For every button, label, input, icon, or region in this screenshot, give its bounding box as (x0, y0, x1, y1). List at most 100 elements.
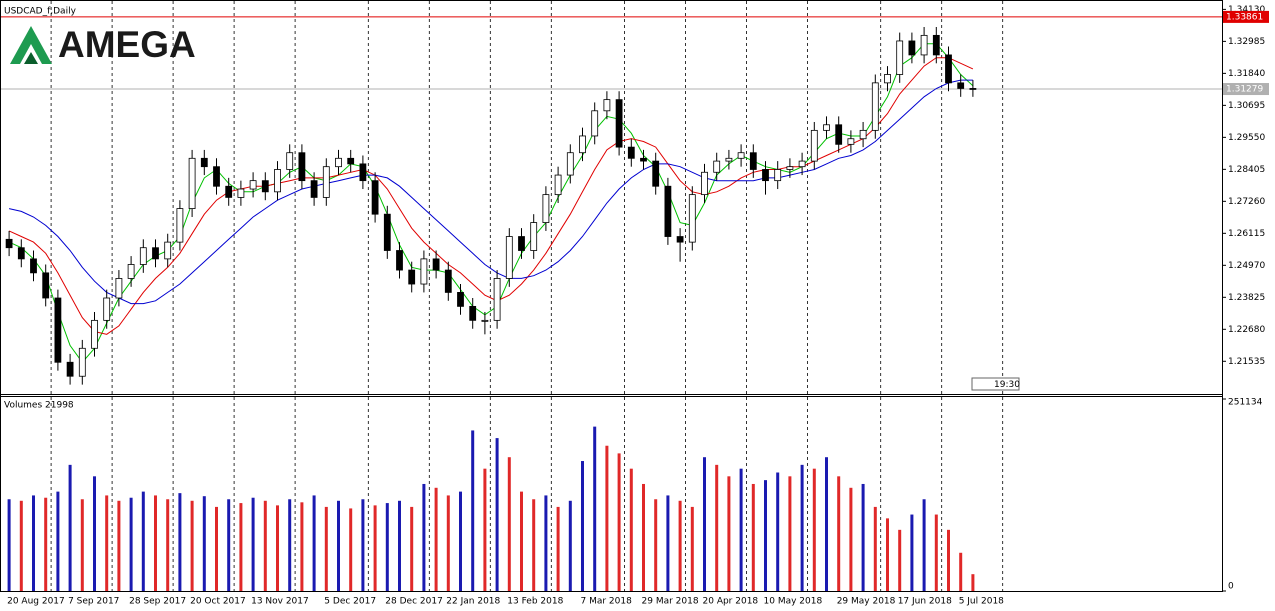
candle-body (688, 194, 696, 243)
candle-body (908, 40, 916, 56)
volume-bar (385, 503, 389, 591)
x-tick-label: 10 May 2018 (764, 597, 823, 607)
price-label: 1.33861 (1226, 12, 1263, 22)
volume-bar (324, 506, 328, 591)
candle-body (200, 157, 208, 168)
candle-body (554, 174, 562, 196)
volume-bar (581, 461, 584, 591)
volume-bar (446, 495, 450, 591)
candle-body (188, 157, 196, 209)
volume-bar (410, 506, 414, 591)
volume-bar (898, 529, 902, 591)
volume-bar (800, 464, 804, 591)
candle-body (42, 272, 50, 299)
candle-body (310, 180, 318, 198)
price-label-box (1223, 10, 1269, 23)
volume-bar (849, 487, 853, 591)
volume-bar (764, 480, 767, 591)
candle-body (408, 269, 416, 285)
candle-body (164, 241, 172, 260)
candle-body (762, 169, 769, 182)
candle-body (627, 146, 635, 159)
volume-bar (495, 438, 499, 591)
volume-bar (593, 426, 597, 591)
candle-body (261, 180, 269, 193)
volume-bar (886, 518, 889, 591)
volume-bar (459, 491, 462, 591)
price-label: 1.31279 (1226, 85, 1263, 95)
candle-body (139, 247, 147, 265)
volume-bar (178, 493, 182, 591)
volume-bar (947, 529, 950, 591)
candle-body (896, 40, 904, 75)
x-tick-label: 28 Sep 2017 (129, 597, 186, 607)
logo-icon (10, 26, 52, 64)
candle-body (335, 157, 342, 168)
candle-body (213, 166, 220, 187)
candle-body (518, 236, 525, 251)
y-tick-label: 1.30695 (1228, 101, 1265, 111)
volume-bar (812, 468, 816, 591)
x-tick-label: 29 Mar 2018 (642, 597, 699, 607)
volume-bar (629, 468, 633, 591)
y-tick-label: 1.27260 (1228, 197, 1265, 207)
x-tick-label: 5 Jul 2018 (959, 597, 1004, 607)
candle-body (493, 278, 501, 321)
volume-bar (398, 500, 401, 591)
volume-title: Volumes 21998 (4, 401, 74, 411)
y-tick-label: 1.31840 (1228, 69, 1265, 79)
candle-body (737, 152, 745, 159)
candle-body (286, 152, 294, 170)
volume-bar (471, 430, 475, 591)
candle-body (115, 278, 123, 299)
volume-bar (666, 495, 670, 591)
candle-body (823, 124, 830, 131)
candle-body (774, 169, 782, 182)
volume-bar (117, 500, 121, 591)
x-tick-label: 20 Oct 2017 (190, 597, 246, 607)
volume-bar (751, 483, 755, 591)
volume-bar (873, 506, 877, 591)
volume-bar (837, 476, 841, 591)
volume-bar (337, 500, 340, 591)
candle-body (469, 305, 477, 321)
candle-body (91, 319, 98, 349)
volume-bar (971, 574, 975, 591)
logo: AMEGA (10, 24, 196, 65)
volume-bar (263, 500, 267, 591)
y-tick-label: 1.24970 (1228, 261, 1265, 271)
candle-body (420, 258, 428, 285)
moving-average (8, 79, 973, 305)
volume-bar (93, 476, 96, 591)
candle-body (945, 54, 952, 84)
candle-body (66, 361, 74, 377)
volume-bar (227, 499, 231, 591)
x-tick-label: 17 Jun 2018 (898, 597, 952, 607)
candle-body (810, 129, 818, 162)
volume-bar (251, 497, 255, 591)
volume-bar (922, 499, 926, 591)
y-tick-label: 1.21535 (1228, 357, 1265, 367)
y-tick-label: 1.28405 (1228, 165, 1265, 175)
volume-bar (544, 495, 548, 591)
logo-text: AMEGA (58, 24, 196, 65)
candle-body (640, 157, 647, 162)
candle-body (347, 157, 355, 165)
candle-body (5, 238, 13, 249)
volume-bar (373, 505, 377, 591)
candle-body (871, 82, 879, 131)
x-tick-label: 20 Apr 2018 (703, 597, 759, 607)
volume-bar (532, 499, 536, 591)
candle-body (786, 166, 794, 170)
volume-bar (739, 468, 743, 591)
candle-body (457, 292, 464, 307)
candle-body (615, 99, 623, 148)
candle-body (249, 180, 257, 190)
candle-body (701, 171, 708, 196)
candle-body (152, 247, 159, 260)
volume-bar (7, 499, 11, 591)
volume-bar (190, 500, 194, 591)
moving-average (8, 57, 974, 335)
y-tick-label: 251134 (1228, 398, 1263, 408)
